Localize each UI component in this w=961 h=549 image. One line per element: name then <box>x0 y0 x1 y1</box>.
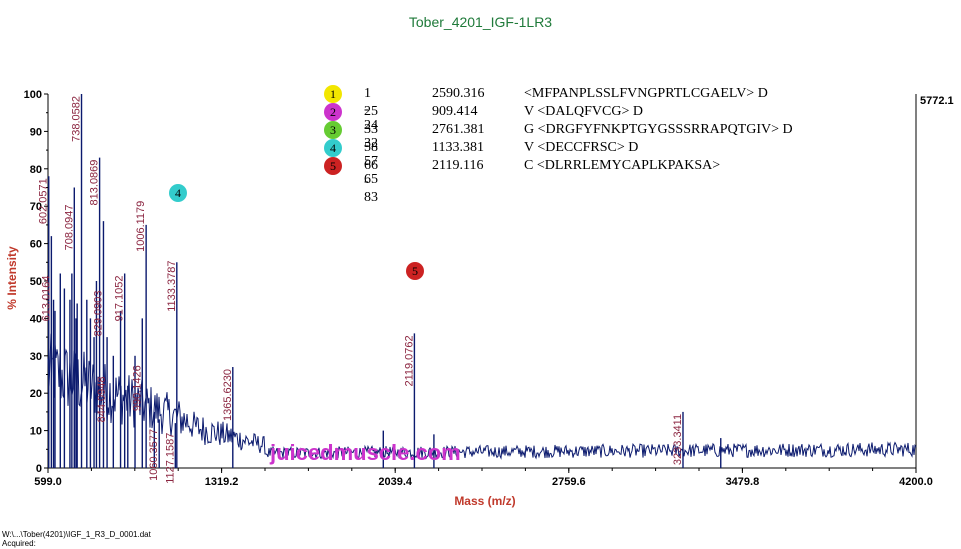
legend-mass: 2590.316 <box>432 86 485 101</box>
legend-range: 25 - 32 <box>364 104 378 151</box>
peak-label: 1006.1179 <box>135 201 147 252</box>
legend-sequence: <MFPANPLSSLFVNGPRTLCGAELV> D <box>524 86 768 101</box>
peak-label: 1133.3787 <box>166 261 178 312</box>
y-tick-label: 100 <box>24 89 42 101</box>
chart-title: Tober_4201_IGF-1LR3 <box>408 14 553 30</box>
peak-label: 1365.6230 <box>222 369 234 421</box>
peak-label: 2119.0762 <box>403 335 415 386</box>
peak-label: 829.0903 <box>92 290 104 336</box>
x-tick-label: 4200.0 <box>899 476 933 488</box>
legend-sequence: C <DLRRLEMYCAPLKPAKSA> <box>524 158 721 173</box>
legend-mass: 2119.116 <box>432 158 484 173</box>
legend-range: 1 - 24 <box>364 86 378 133</box>
spectrum-trace <box>47 333 917 460</box>
watermark-text: juicedmuscle.com <box>270 440 461 465</box>
peak-label: 708.0947 <box>63 204 75 250</box>
legend-mass: 909.414 <box>432 104 478 119</box>
y-tick-label: 50 <box>30 276 42 288</box>
x-tick-label: 2759.6 <box>552 476 586 488</box>
legend-range: 66 - 83 <box>364 158 378 205</box>
y-tick-label: 10 <box>30 426 42 438</box>
peak-marker-4: 4 <box>169 184 187 202</box>
peak-label: 990.1426 <box>131 365 143 411</box>
legend-mass: 1133.381 <box>432 140 484 155</box>
peak-label: 602.0571 <box>38 178 50 224</box>
peak-marker-5: 5 <box>406 262 424 280</box>
legend-range: 58 - 65 <box>364 140 378 187</box>
legend-marker-4: 4 <box>324 139 342 157</box>
peak-label: 1060.3577 <box>148 429 160 481</box>
legend-marker-5: 5 <box>324 157 342 175</box>
max-intensity-label: 5772.1 <box>920 95 954 107</box>
legend-sequence: V <DALQFVCG> D <box>524 104 643 119</box>
x-tick-label: 3479.8 <box>726 476 760 488</box>
acquired-label: Acquired: <box>2 539 36 548</box>
legend-mass: 2761.381 <box>432 122 485 137</box>
x-tick-label: 599.0 <box>34 476 62 488</box>
y-tick-label: 0 <box>36 463 42 475</box>
y-tick-label: 30 <box>30 351 42 363</box>
file-path: W:\...\Tober(4201)\IGF_1_R3_D_0001.dat <box>2 530 151 539</box>
y-tick-label: 20 <box>30 388 42 400</box>
y-tick-label: 80 <box>30 164 42 176</box>
legend-marker-2: 2 <box>324 103 342 121</box>
peak-label: 917.1052 <box>114 276 126 322</box>
x-tick-label: 1319.2 <box>205 476 239 488</box>
y-tick-label: 70 <box>30 201 42 213</box>
peak-label: 3233.3411 <box>672 414 684 465</box>
peak-label: 613.0164 <box>40 276 52 322</box>
peak-label: 844.0948 <box>96 377 108 423</box>
legend-marker-3: 3 <box>324 121 342 139</box>
y-tick-label: 60 <box>30 239 42 251</box>
peak-label: 1127.1587 <box>164 433 176 484</box>
x-axis-label: Mass (m/z) <box>454 494 516 508</box>
legend-marker-1: 1 <box>324 85 342 103</box>
legend-range: 33 - 57 <box>364 122 378 169</box>
peak-label: 813.0869 <box>89 160 101 206</box>
legend-sequence: V <DECCFRSC> D <box>524 140 639 155</box>
legend-sequence: G <DRGFYFNKPTGYGSSSRRAPQTGIV> D <box>524 122 793 137</box>
peak-label: 738.0582 <box>71 96 83 142</box>
y-tick-label: 40 <box>30 313 42 325</box>
y-tick-label: 90 <box>30 126 42 138</box>
x-tick-label: 2039.4 <box>378 476 413 488</box>
file-info: W:\...\Tober(4201)\IGF_1_R3_D_0001.dat A… <box>2 530 151 548</box>
